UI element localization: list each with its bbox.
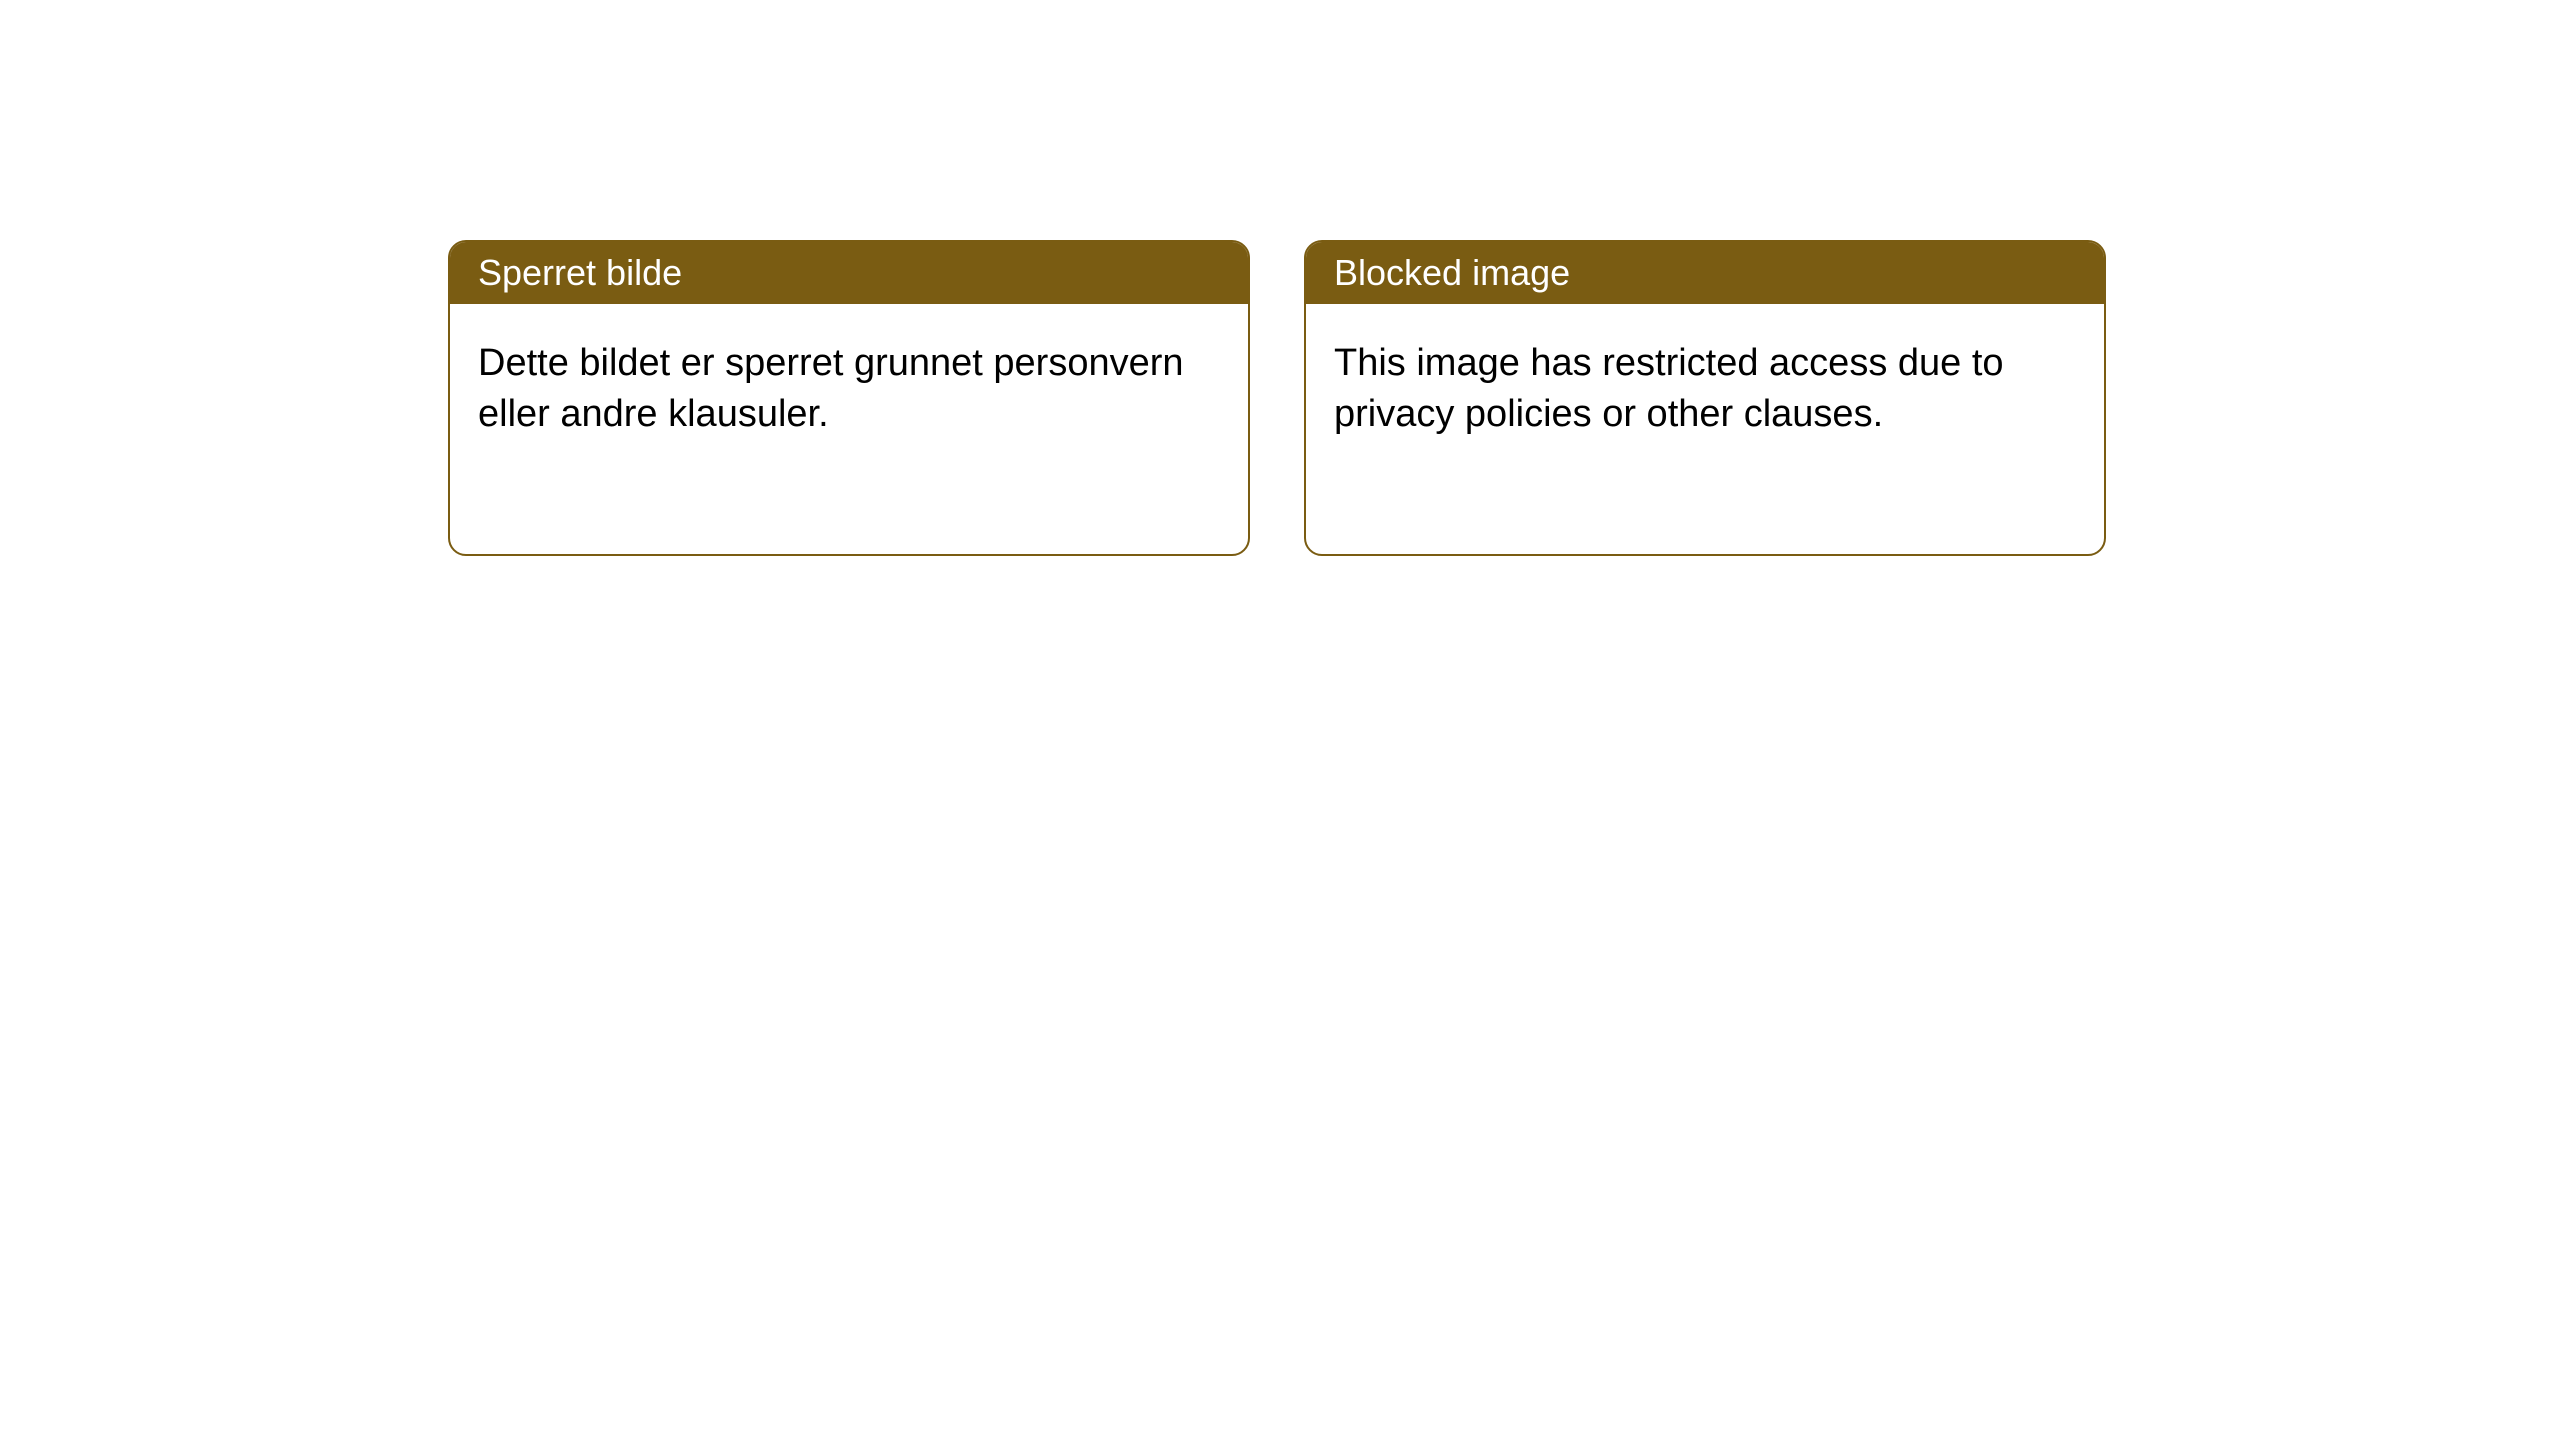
notice-body: Dette bildet er sperret grunnet personve…: [450, 304, 1248, 554]
notice-card-english: Blocked image This image has restricted …: [1304, 240, 2106, 556]
notice-container: Sperret bilde Dette bildet er sperret gr…: [0, 0, 2560, 556]
notice-header: Blocked image: [1306, 242, 2104, 304]
notice-card-norwegian: Sperret bilde Dette bildet er sperret gr…: [448, 240, 1250, 556]
notice-header: Sperret bilde: [450, 242, 1248, 304]
notice-body: This image has restricted access due to …: [1306, 304, 2104, 554]
